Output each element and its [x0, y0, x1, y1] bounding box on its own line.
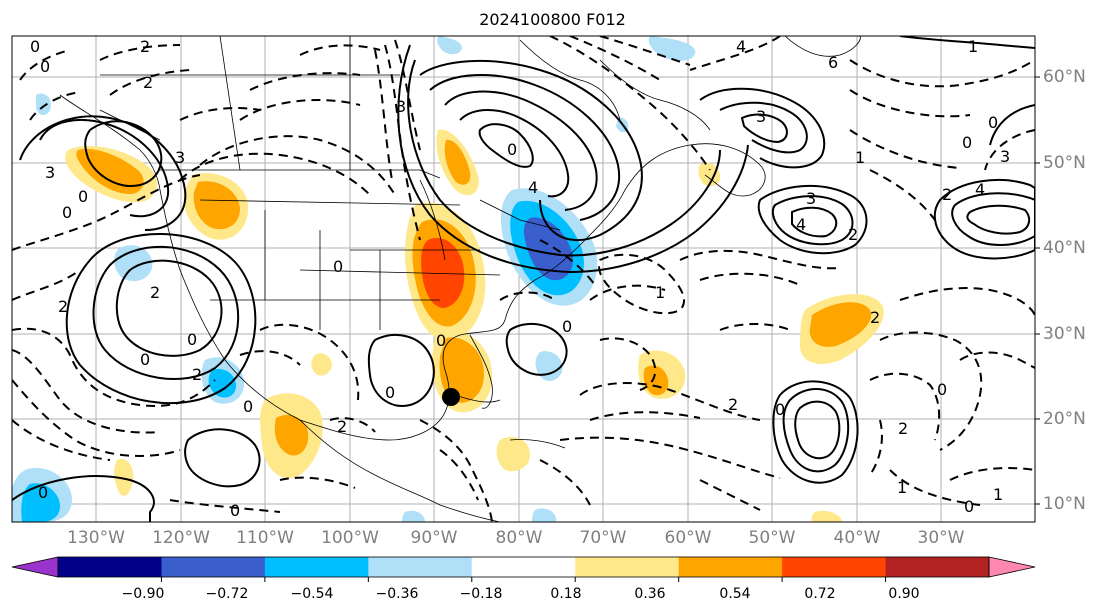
colorbar-tick-label: −0.72 [205, 586, 249, 602]
negative-contours [12, 36, 1035, 522]
colorbar-extend-high [988, 556, 1036, 578]
contour-label: 0 [230, 501, 240, 520]
colorbar-segment [264, 557, 369, 577]
contour-label: 0 [988, 113, 998, 132]
colorbar-tick-label: −0.54 [290, 586, 334, 602]
colorbar-tick-label: −0.18 [459, 586, 503, 602]
lon-label: 100°W [321, 528, 379, 548]
colorbar [11, 556, 1036, 582]
colorbar-segment [678, 557, 783, 577]
colorbar-tick-label: 0.36 [634, 586, 666, 602]
lon-label: 30°W [917, 528, 965, 548]
contour-label: 2 [728, 395, 738, 414]
contour-label: 0 [333, 257, 343, 276]
map-frame [11, 35, 1036, 523]
contour-label: 0 [30, 37, 40, 56]
contour-label: 0 [243, 397, 253, 416]
lon-label: 110°W [236, 528, 294, 548]
contour-label: 6 [828, 53, 838, 72]
colorbar-segment [575, 557, 680, 577]
coastlines [59, 36, 861, 522]
colorbar-tick-label: −0.36 [375, 586, 419, 602]
colorbar-tick-label: −0.90 [121, 586, 165, 602]
contour-label: 3 [45, 163, 55, 182]
lon-label: 60°W [664, 528, 712, 548]
colorbar-tick-label: 0.72 [804, 586, 836, 602]
contour-label: 3 [756, 107, 766, 126]
lat-label: 50°N [1043, 153, 1086, 173]
contour-label: 2 [192, 365, 202, 384]
contour-label: 3 [806, 189, 816, 208]
contour-label: 0 [38, 483, 48, 502]
contour-label: 3 [175, 148, 185, 167]
contour-label: 0 [964, 497, 974, 516]
contour-label: 0 [40, 57, 50, 76]
colorbar-tick-label: 0.18 [550, 586, 582, 602]
contour-label: 4 [975, 180, 985, 199]
contour-label: 1 [968, 37, 978, 56]
lat-label: 60°N [1043, 67, 1086, 87]
contour-label: 4 [796, 215, 806, 234]
contour-label: 0 [187, 330, 197, 349]
positive-contours [12, 36, 1035, 522]
contour-label: 0 [436, 331, 446, 350]
lon-label: 70°W [579, 528, 627, 548]
contour-label: 0 [562, 317, 572, 336]
map-title: 2024100800 F012 [479, 10, 626, 29]
contour-label: 1 [655, 283, 665, 302]
colorbar-tick-label: 0.54 [719, 586, 751, 602]
contour-label: 3 [396, 97, 406, 116]
lon-label: 50°W [748, 528, 796, 548]
contour-label: 0 [507, 140, 517, 159]
axis-ticks [1035, 76, 1040, 505]
contour-label: 1 [855, 148, 865, 167]
lon-label: 80°W [495, 528, 543, 548]
contour-label: 1 [897, 478, 907, 497]
contour-label: 2 [942, 185, 952, 204]
lon-label: 130°W [67, 528, 125, 548]
colorbar-tick-label: 0.90 [888, 586, 920, 602]
colorbar-segment [58, 557, 162, 577]
contour-label: 2 [898, 419, 908, 438]
contour-label: 0 [962, 133, 972, 152]
lon-label: 40°W [833, 528, 881, 548]
colorbar-segment [885, 557, 990, 577]
contour-label: 2 [143, 73, 153, 92]
lat-label: 40°N [1043, 238, 1086, 258]
contour-label: 0 [937, 380, 947, 399]
colorbar-segment [161, 557, 266, 577]
contour-label: 0 [775, 400, 785, 419]
contour-label: 2 [140, 37, 150, 56]
lon-label: 90°W [410, 528, 458, 548]
contour-label: 0 [385, 383, 395, 402]
contour-label: 3 [1000, 147, 1010, 166]
storm-marker [442, 388, 460, 406]
colorbar-segment [471, 557, 576, 577]
contour-label: 1 [993, 485, 1003, 504]
colorbar-extend-low [11, 556, 59, 578]
lat-label: 10°N [1043, 494, 1086, 514]
lon-label: 120°W [152, 528, 210, 548]
contour-label: 0 [140, 350, 150, 369]
colorbar-outline [57, 556, 990, 578]
contour-label: 0 [62, 203, 72, 222]
contour-label: 4 [736, 37, 746, 56]
colorbar-segment [782, 557, 887, 577]
colorbar-segment [368, 557, 473, 577]
lat-label: 30°N [1043, 324, 1086, 344]
contour-label: 2 [150, 283, 160, 302]
contour-label: 2 [337, 417, 347, 436]
contour-label: 2 [870, 308, 880, 327]
lat-label: 20°N [1043, 409, 1086, 429]
contour-label: 2 [848, 225, 858, 244]
contour-labels: 0 2 0 2 3 0 0 3 0 2 2 0 0 2 0 0 0 0 0 0 … [30, 37, 1010, 520]
contour-label: 4 [528, 178, 538, 197]
contour-label: 0 [78, 187, 88, 206]
contour-label: 2 [58, 297, 68, 316]
